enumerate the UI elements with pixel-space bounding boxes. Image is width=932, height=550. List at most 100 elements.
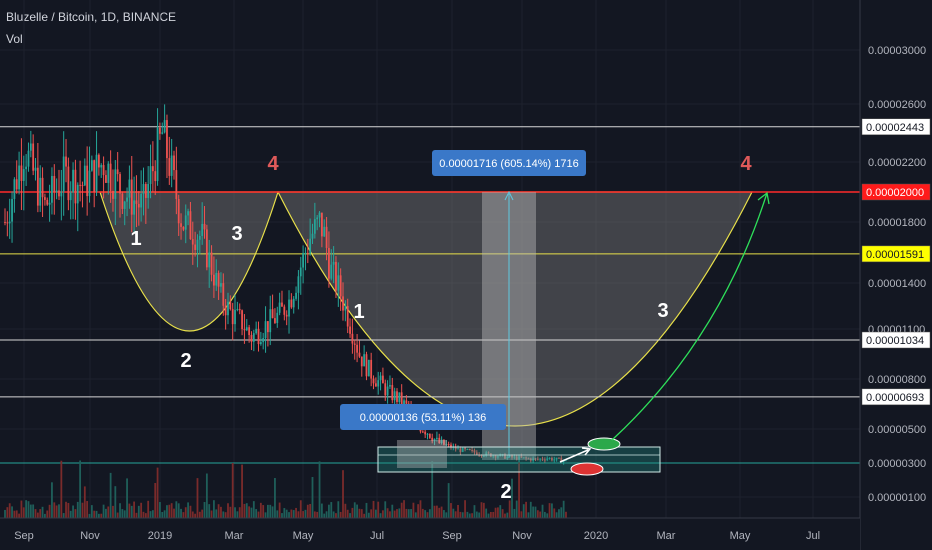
volume-bar (257, 511, 260, 518)
price-tick-label: 0.00000500 (868, 424, 926, 436)
volume-bar (213, 500, 215, 518)
candle-body (90, 160, 93, 171)
candle-body (72, 169, 74, 193)
volume-bar (419, 500, 422, 518)
candle-body (560, 457, 563, 463)
candle-body (22, 169, 25, 181)
time-tick-label: Nov (512, 530, 532, 542)
volume-bar (398, 508, 401, 518)
measure-small-shade (397, 440, 447, 468)
candle-body (123, 201, 126, 209)
candle-body (525, 457, 527, 459)
volume-bar (182, 512, 185, 518)
candle-body (201, 223, 204, 236)
candle-body (215, 272, 218, 286)
volume-bar (328, 504, 330, 518)
volume-bar (431, 461, 434, 518)
candle-body (271, 309, 274, 319)
candle-body (203, 223, 206, 230)
candle-body (60, 191, 63, 197)
candle-body (95, 154, 98, 192)
volume-bar (128, 503, 131, 518)
volume-bar (555, 512, 558, 518)
candle-body (482, 455, 485, 457)
volume-bar (238, 507, 241, 518)
candle-body (194, 244, 197, 250)
volume-bar (274, 478, 276, 518)
time-axis[interactable]: Sep Nov 2019 Mar May Jul Sep Nov 2020 Mar May Jul (0, 517, 860, 550)
volume-bar (407, 509, 410, 518)
volume-bar (424, 510, 427, 518)
volume-bar (382, 510, 384, 518)
volume-bar (72, 505, 74, 518)
volume-bar (201, 509, 204, 518)
candle-body (473, 450, 476, 453)
time-axis-bg (0, 518, 860, 550)
time-tick-label: 2019 (148, 530, 172, 542)
candle-body (541, 458, 544, 460)
candle-body (25, 166, 28, 170)
price-axis[interactable]: 0.00003000 0.00002600 0.00002200 0.00001800… (859, 0, 932, 550)
candle-body (65, 156, 67, 167)
candle-body (48, 202, 51, 205)
volume-bar (295, 507, 297, 518)
volume-bar (330, 502, 333, 518)
candle-body (133, 200, 136, 215)
candle-body (229, 301, 232, 310)
volume-bar (36, 512, 39, 518)
pattern-label: 2 (500, 481, 511, 503)
candle-body (450, 444, 452, 448)
level-price-badge (861, 118, 931, 136)
candle-body (39, 177, 42, 206)
volume-bar (231, 463, 234, 518)
candle-body (471, 449, 474, 451)
candle-body (266, 321, 269, 333)
price-tick-label: 0.00003000 (868, 45, 926, 57)
volume-bar (459, 511, 462, 518)
candle-body (504, 454, 506, 459)
volume-bar (39, 509, 42, 518)
measurement-tools: 0.00001716 (605.14%) 1716 0.00000136 (53.… (340, 150, 770, 476)
volume-bar (114, 486, 117, 518)
volume-bar (290, 509, 293, 518)
candle-body (220, 283, 222, 287)
volume-bar (102, 504, 105, 518)
volume-bar (8, 503, 11, 518)
candle-body (295, 292, 297, 299)
candle-body (67, 166, 70, 201)
candle-body (316, 217, 319, 220)
volume-bar (191, 511, 194, 518)
candle-body (374, 383, 377, 387)
volume-bar (255, 509, 258, 518)
volume-bar (229, 506, 232, 518)
volume-bar (20, 500, 23, 518)
volume-bar (79, 460, 82, 518)
volume-bar (149, 511, 152, 518)
volume-bar (426, 512, 429, 518)
candle-body (34, 167, 37, 171)
volume-bar (534, 506, 537, 518)
volume-bar (560, 507, 563, 518)
volume-bar (236, 511, 239, 518)
volume-bar (384, 501, 387, 518)
volume-bar (48, 504, 51, 518)
volume-bar (337, 501, 340, 518)
volume-bar (142, 511, 145, 518)
candle-body (58, 190, 60, 197)
volume-bar (363, 513, 366, 518)
candle-body (170, 155, 173, 176)
candle-body (44, 197, 46, 200)
volume-bar (53, 502, 56, 518)
volume-bar (245, 503, 248, 518)
volume-bar (217, 504, 220, 518)
candle-body (400, 392, 403, 405)
candle-body (553, 459, 556, 461)
volume-bar (396, 509, 398, 518)
volume-bar (306, 504, 309, 518)
volume-bar (543, 511, 546, 518)
pattern-label: 1 (353, 301, 364, 323)
volume-bar (309, 503, 312, 518)
volume-bar (116, 512, 119, 518)
volume-bar (304, 509, 307, 518)
